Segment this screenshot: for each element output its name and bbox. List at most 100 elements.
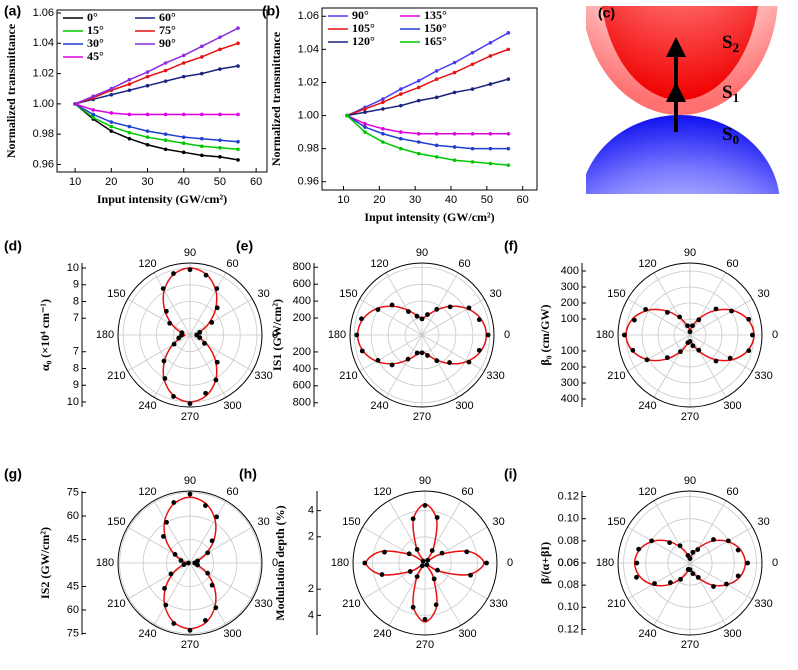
- angle-label: 150: [607, 288, 625, 300]
- data-point: [109, 86, 114, 91]
- angle-label: 330: [754, 598, 772, 610]
- radial-tick-label: 45: [67, 580, 79, 592]
- data-point: [127, 124, 132, 129]
- data-point: [91, 115, 96, 120]
- angle-label: 150: [107, 288, 125, 300]
- data-point: [163, 61, 168, 65]
- data-point: [416, 79, 421, 83]
- data-point: [636, 546, 642, 552]
- data-point: [634, 560, 640, 566]
- radial-tick-label: 300: [561, 281, 579, 293]
- legend-label: 90°: [352, 8, 369, 22]
- data-point: [163, 132, 168, 136]
- data-point: [91, 94, 96, 99]
- grid-spoke: [689, 562, 727, 626]
- data-point: [419, 316, 425, 322]
- grid-spoke: [127, 298, 191, 336]
- data-point: [200, 71, 204, 76]
- radial-tick-label: 10: [67, 396, 79, 408]
- x-axis-title: Input intensity (GW/cm²): [364, 210, 494, 224]
- x-tick-label: 30: [141, 176, 153, 188]
- angle-label: 270: [416, 639, 434, 651]
- data-point: [145, 129, 150, 133]
- data-point: [685, 323, 690, 329]
- data-point: [178, 558, 184, 563]
- polar-frame: [352, 490, 498, 636]
- data-point: [345, 113, 349, 118]
- data-point: [381, 100, 385, 105]
- data-point: [470, 87, 475, 91]
- series-line: [74, 103, 239, 151]
- data-point: [205, 550, 211, 556]
- grid-spoke: [421, 298, 485, 336]
- x-axis-title: Input intensity (GW/cm²): [97, 192, 227, 206]
- angle-label: 120: [373, 486, 391, 498]
- angle-label: 240: [138, 400, 156, 412]
- radial-tick-label: 75: [67, 486, 79, 498]
- angle-label: 330: [486, 370, 504, 382]
- data-point: [664, 309, 670, 315]
- data-point: [434, 143, 439, 148]
- data-point: [630, 347, 636, 353]
- data-point: [410, 604, 416, 610]
- angle-label: 90: [184, 247, 196, 259]
- data-point: [452, 70, 457, 75]
- radial-tick-label: 400: [561, 393, 579, 405]
- grid-spoke: [421, 334, 459, 398]
- grid-spoke: [189, 526, 253, 564]
- y-tick-label: 0.96: [33, 158, 54, 170]
- data-point: [209, 320, 215, 325]
- angle-label: 240: [638, 628, 656, 640]
- radial-tick-label: 0.10: [558, 601, 579, 613]
- data-point: [506, 131, 511, 136]
- angle-label: 150: [107, 516, 125, 528]
- data-point: [429, 548, 435, 553]
- data-point: [218, 138, 222, 143]
- x-tick-label: 30: [409, 194, 421, 206]
- legend-label: 150°: [424, 21, 447, 35]
- grid-spoke: [189, 334, 253, 372]
- y-tick-label: 1.04: [33, 37, 54, 49]
- grid-spoke: [127, 562, 191, 600]
- data-point: [414, 574, 420, 580]
- data-point: [434, 77, 439, 81]
- data-point: [218, 47, 222, 52]
- radial-tick-label: 9: [73, 379, 79, 391]
- series-line: [74, 103, 239, 143]
- radial-tick-label: 800: [293, 261, 311, 273]
- panel-label: (a): [4, 3, 21, 19]
- data-point: [399, 103, 403, 108]
- data-point: [506, 146, 511, 151]
- data-point: [434, 515, 440, 520]
- data-point: [452, 90, 457, 95]
- angle-label: 240: [370, 400, 388, 412]
- radial-tick-label: 600: [293, 380, 311, 392]
- grid-spoke: [653, 272, 691, 336]
- radial-tick-label: 4: [308, 609, 314, 621]
- angle-label: 0: [272, 557, 278, 569]
- angle-label: 210: [607, 370, 625, 382]
- data-point: [713, 306, 719, 312]
- data-point: [470, 50, 475, 55]
- angle-label: 60: [726, 258, 738, 270]
- x-tick-label: 20: [105, 176, 117, 188]
- angle-label: 300: [223, 400, 241, 412]
- data-point: [176, 335, 182, 341]
- radial-tick-label: 75: [67, 627, 79, 639]
- grid-spoke: [421, 272, 459, 336]
- legend-label: 120°: [352, 34, 375, 48]
- panel-label: (g): [4, 466, 22, 482]
- data-point: [452, 158, 457, 163]
- angle-label: 330: [489, 598, 507, 610]
- grid-spoke: [653, 334, 691, 398]
- data-point: [416, 140, 421, 144]
- data-point: [696, 347, 702, 353]
- data-point: [416, 85, 421, 90]
- angle-label: 90: [419, 475, 431, 487]
- plot-frame: [321, 7, 538, 191]
- data-point: [488, 82, 493, 86]
- data-point: [466, 305, 472, 311]
- data-point: [236, 26, 240, 30]
- angle-label: 0: [272, 329, 278, 341]
- data-point: [363, 130, 367, 134]
